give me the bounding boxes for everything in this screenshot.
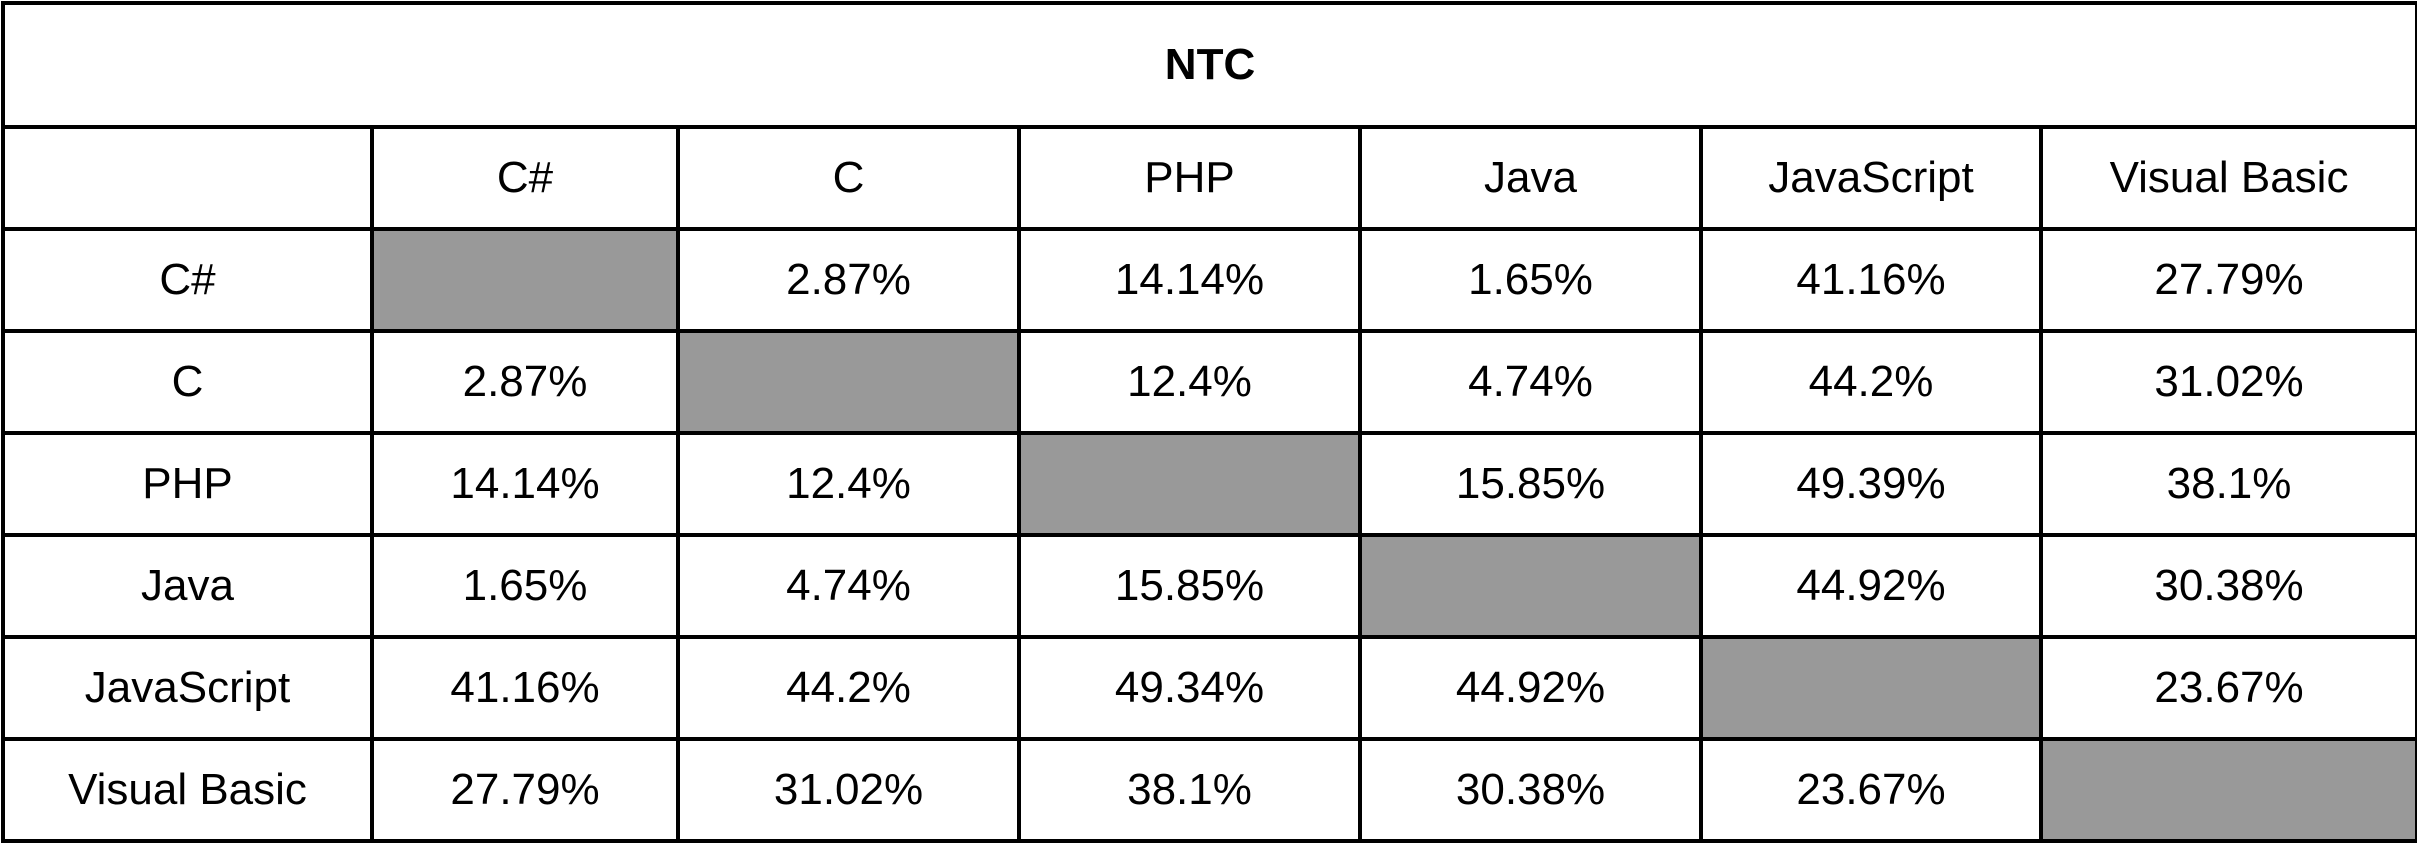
table-cell: 14.14% (1017, 227, 1362, 333)
table-cell: 41.16% (370, 635, 680, 741)
table-cell: 12.4% (676, 431, 1021, 537)
row-header: PHP (1, 431, 374, 537)
table-cell: 31.02% (676, 737, 1021, 843)
table-cell: 27.79% (2038, 227, 2417, 333)
column-header: C# (370, 125, 680, 231)
corner-cell (1, 125, 374, 231)
row-header: Java (1, 533, 374, 639)
table-cell: 23.67% (2038, 635, 2417, 741)
table-cell: 2.87% (370, 329, 680, 435)
title-row: NTC (0, 1, 2417, 129)
table-row: Java 1.65% 4.74% 15.85% 44.92% 30.38% (1, 533, 2417, 639)
diagonal-empty-cell (676, 329, 1021, 435)
table-cell: 30.38% (1358, 737, 1703, 843)
table-cell: 12.4% (1017, 329, 1362, 435)
column-header: JavaScript (1699, 125, 2043, 231)
table-cell: 2.87% (676, 227, 1021, 333)
table-row: Visual Basic 27.79% 31.02% 38.1% 30.38% 23.67… (1, 737, 2417, 843)
column-header: C (676, 125, 1021, 231)
row-header: JavaScript (1, 635, 374, 741)
table-cell: 1.65% (370, 533, 680, 639)
table-cell: 38.1% (1017, 737, 1362, 843)
table-cell: 31.02% (2038, 329, 2417, 435)
table-cell: 41.16% (1699, 227, 2043, 333)
table-cell: 23.67% (1699, 737, 2043, 843)
diagonal-empty-cell (1358, 533, 1703, 639)
table-cell: 14.14% (370, 431, 680, 537)
table-cell: 44.92% (1358, 635, 1703, 741)
header-row: C# C PHP Java JavaScript Visual Basic (1, 125, 2417, 231)
diagonal-empty-cell (370, 227, 680, 333)
table-cell: 49.39% (1699, 431, 2043, 537)
row-header: C# (1, 227, 374, 333)
table-cell: 4.74% (676, 533, 1021, 639)
table-cell: 4.74% (1358, 329, 1703, 435)
table-cell: 44.2% (1699, 329, 2043, 435)
table-cell: 27.79% (370, 737, 680, 843)
table-cell: 1.65% (1358, 227, 1703, 333)
table-cell: 30.38% (2038, 533, 2417, 639)
table-row: JavaScript 41.16% 44.2% 49.34% 44.92% 23.67% (1, 635, 2417, 741)
table-cell: 38.1% (2038, 431, 2417, 537)
table-cell: 15.85% (1358, 431, 1703, 537)
table-title: NTC (0, 1, 2417, 129)
table-row: C# 2.87% 14.14% 1.65% 41.16% 27.79% (1, 227, 2417, 333)
column-header: Visual Basic (2038, 125, 2417, 231)
diagonal-empty-cell (2038, 737, 2417, 843)
row-header: Visual Basic (1, 737, 374, 843)
row-header: C (1, 329, 374, 435)
table-row: C 2.87% 12.4% 4.74% 44.2% 31.02% (1, 329, 2417, 435)
table-cell: 44.2% (676, 635, 1021, 741)
table-row: PHP 14.14% 12.4% 15.85% 49.39% 38.1% (1, 431, 2417, 537)
column-header: Java (1358, 125, 1703, 231)
table-cell: 15.85% (1017, 533, 1362, 639)
diagonal-empty-cell (1017, 431, 1362, 537)
table-cell: 49.34% (1017, 635, 1362, 741)
diagonal-empty-cell (1699, 635, 2043, 741)
column-header: PHP (1017, 125, 1362, 231)
table-cell: 44.92% (1699, 533, 2043, 639)
